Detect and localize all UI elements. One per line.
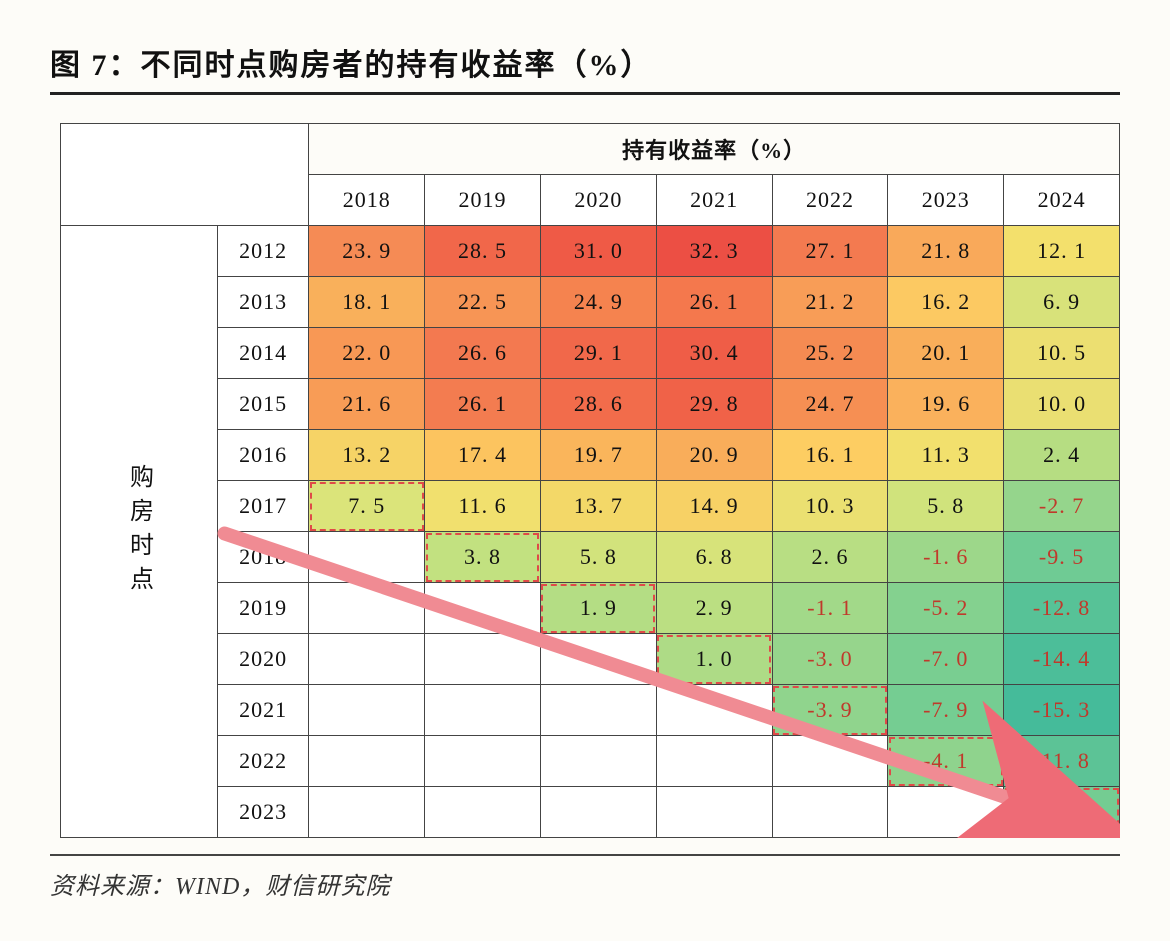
divider-top — [50, 92, 1120, 95]
data-cell: -2. 7 — [1004, 481, 1120, 532]
data-cell: 12. 1 — [1004, 226, 1120, 277]
data-cell: -3. 0 — [772, 634, 888, 685]
data-cell: 23. 9 — [309, 226, 425, 277]
data-cell: 30. 4 — [656, 328, 772, 379]
data-cell: 5. 8 — [540, 532, 656, 583]
data-cell: 19. 7 — [540, 430, 656, 481]
data-cell: 27. 1 — [772, 226, 888, 277]
row-header: 2013 — [218, 277, 309, 328]
col-header: 2021 — [656, 175, 772, 226]
data-cell: 6. 9 — [1004, 277, 1120, 328]
data-cell: 13. 2 — [309, 430, 425, 481]
data-cell: 1. 9 — [540, 583, 656, 634]
data-cell: -11. 8 — [1004, 736, 1120, 787]
data-cell: 1. 0 — [656, 634, 772, 685]
data-cell: 11. 6 — [425, 481, 541, 532]
data-cell: 22. 0 — [309, 328, 425, 379]
data-cell: -5. 2 — [888, 583, 1004, 634]
col-header: 2023 — [888, 175, 1004, 226]
data-cell: 26. 1 — [656, 277, 772, 328]
data-cell: 2. 4 — [1004, 430, 1120, 481]
data-cell: 2. 9 — [656, 583, 772, 634]
data-cell: 10. 3 — [772, 481, 888, 532]
data-cell: 31. 0 — [540, 226, 656, 277]
row-header: 2022 — [218, 736, 309, 787]
col-header: 2019 — [425, 175, 541, 226]
col-header: 2024 — [1004, 175, 1120, 226]
data-cell: 10. 5 — [1004, 328, 1120, 379]
data-cell: 17. 4 — [425, 430, 541, 481]
data-cell: 13. 7 — [540, 481, 656, 532]
data-cell: 26. 1 — [425, 379, 541, 430]
data-cell: -9. 5 — [1004, 532, 1120, 583]
row-header: 2019 — [218, 583, 309, 634]
data-cell: 5. 8 — [888, 481, 1004, 532]
data-cell: 28. 6 — [540, 379, 656, 430]
data-cell: -14. 4 — [1004, 634, 1120, 685]
data-cell: 28. 5 — [425, 226, 541, 277]
data-cell: 19. 6 — [888, 379, 1004, 430]
data-cell: -12. 8 — [1004, 583, 1120, 634]
data-cell: 16. 1 — [772, 430, 888, 481]
row-group-header: 购房时点 — [61, 226, 218, 838]
data-cell: 20. 1 — [888, 328, 1004, 379]
column-group-header: 持有收益率（%） — [309, 124, 1120, 175]
row-header: 2015 — [218, 379, 309, 430]
data-cell: 22. 5 — [425, 277, 541, 328]
data-cell: 21. 2 — [772, 277, 888, 328]
data-cell: -1. 6 — [888, 532, 1004, 583]
data-cell: 10. 0 — [1004, 379, 1120, 430]
data-cell: 11. 3 — [888, 430, 1004, 481]
row-header: 2014 — [218, 328, 309, 379]
col-header: 2020 — [540, 175, 656, 226]
data-cell: -4. 1 — [888, 736, 1004, 787]
data-cell: 14. 9 — [656, 481, 772, 532]
data-cell: 32. 3 — [656, 226, 772, 277]
heatmap-table: 持有收益率（%）2018201920202021202220232024购房时点… — [60, 123, 1120, 838]
row-header: 2021 — [218, 685, 309, 736]
figure-title: 图 7：不同时点购房者的持有收益率（%） — [50, 40, 1120, 84]
data-cell: 21. 8 — [888, 226, 1004, 277]
data-cell: 2. 6 — [772, 532, 888, 583]
row-header: 2012 — [218, 226, 309, 277]
data-cell: 29. 8 — [656, 379, 772, 430]
data-cell: 6. 8 — [656, 532, 772, 583]
data-cell: 29. 1 — [540, 328, 656, 379]
data-cell: 21. 6 — [309, 379, 425, 430]
row-header: 2016 — [218, 430, 309, 481]
data-cell: -8. 0 — [1004, 787, 1120, 838]
row-header: 2017 — [218, 481, 309, 532]
col-header: 2022 — [772, 175, 888, 226]
data-cell: 18. 1 — [309, 277, 425, 328]
col-header: 2018 — [309, 175, 425, 226]
data-cell: -7. 0 — [888, 634, 1004, 685]
data-cell: 24. 9 — [540, 277, 656, 328]
row-header: 2018 — [218, 532, 309, 583]
data-cell: 20. 9 — [656, 430, 772, 481]
data-cell: -15. 3 — [1004, 685, 1120, 736]
heatmap-table-wrap: 持有收益率（%）2018201920202021202220232024购房时点… — [60, 123, 1120, 838]
data-cell: 3. 8 — [425, 532, 541, 583]
data-source: 资料来源：WIND，财信研究院 — [50, 866, 1120, 901]
row-header: 2023 — [218, 787, 309, 838]
data-cell: -3. 9 — [772, 685, 888, 736]
row-header: 2020 — [218, 634, 309, 685]
data-cell: 16. 2 — [888, 277, 1004, 328]
data-cell: 24. 7 — [772, 379, 888, 430]
data-cell: -1. 1 — [772, 583, 888, 634]
data-cell: -7. 9 — [888, 685, 1004, 736]
divider-bottom — [50, 854, 1120, 856]
data-cell: 25. 2 — [772, 328, 888, 379]
data-cell: 26. 6 — [425, 328, 541, 379]
data-cell: 7. 5 — [309, 481, 425, 532]
